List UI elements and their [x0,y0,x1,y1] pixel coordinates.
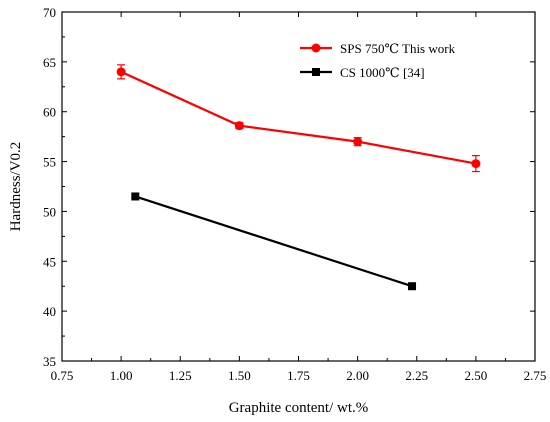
axes: 0.75 1.00 1.25 1.50 1.75 2.00 2.25 2.50 2.75 35 40… [43,5,546,383]
data-point [131,192,140,201]
legend-marker [312,68,320,76]
y-tick-label: 65 [43,55,56,70]
legend: SPS 750℃ This work CS 1000℃ [34] [300,41,456,80]
data-point [353,137,363,147]
x-tick-label: 2.75 [524,368,547,383]
x-tick-label: 1.50 [228,368,251,383]
series-layer [116,64,481,291]
x-tick-label: 1.75 [287,368,310,383]
y-axis-title: Hardness/V0.2 [8,142,24,232]
y-tick-label: 35 [43,354,56,369]
y-tick-label: 60 [43,105,56,120]
data-point [471,159,481,169]
y-tick-label: 45 [43,254,56,269]
x-tick-label: 1.00 [110,368,133,383]
x-axis-title: Graphite content/ wt.% [229,400,369,416]
y-tick-label: 70 [43,5,56,20]
series-line [134,195,413,288]
x-tick-label: 0.75 [51,368,74,383]
x-tick-label: 2.25 [405,368,428,383]
x-tick-label: 2.00 [346,368,369,383]
y-tick-label: 55 [43,155,56,170]
legend-marker [311,43,321,53]
plot-frame [61,11,536,362]
legend-label: CS 1000℃ [34] [340,65,425,80]
legend-label: SPS 750℃ This work [340,41,456,56]
series-1 [131,192,417,291]
series-0 [116,64,481,173]
x-tick-label: 1.25 [169,368,192,383]
data-point [234,121,244,131]
series-line [120,70,477,165]
y-tick-label: 40 [43,304,56,319]
x-tick-label: 2.50 [465,368,488,383]
data-point [408,282,417,291]
data-point [116,67,126,77]
y-tick-label: 50 [43,204,56,219]
